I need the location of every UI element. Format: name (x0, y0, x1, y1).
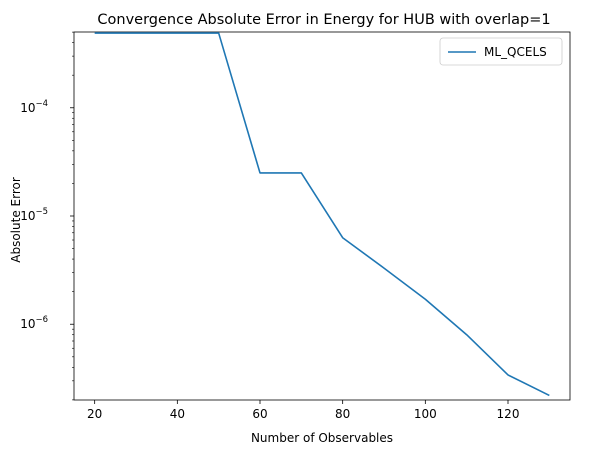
y-axis-label: Absolute Error (9, 177, 23, 263)
legend-box (439, 37, 563, 66)
series-line-ml-qcels (94, 32, 550, 397)
x-tick-label: 60 (252, 407, 267, 421)
y-axis: 10−4 10−5 10−6 (20, 31, 74, 401)
plot-area (73, 31, 571, 401)
legend-label: ML_QCELS (484, 45, 547, 59)
axes-frame (73, 31, 571, 401)
chart-title: Convergence Absolute Error in Energy for… (97, 12, 550, 28)
x-tick-label: 100 (414, 407, 437, 421)
y-tick-label: 10−4 (20, 99, 48, 115)
x-tick-label: 80 (335, 407, 350, 421)
x-tick-label: 120 (497, 407, 520, 421)
series-layer (94, 32, 550, 397)
x-axis-label: Number of Observables (251, 431, 393, 445)
y-tick-label: 10−6 (20, 315, 48, 331)
x-axis: 20 40 60 80 100 120 (87, 400, 519, 421)
x-tick-label: 20 (87, 407, 102, 421)
y-tick-label: 10−5 (20, 207, 48, 223)
x-tick-label: 40 (170, 407, 185, 421)
legend: ML_QCELS (439, 37, 563, 66)
